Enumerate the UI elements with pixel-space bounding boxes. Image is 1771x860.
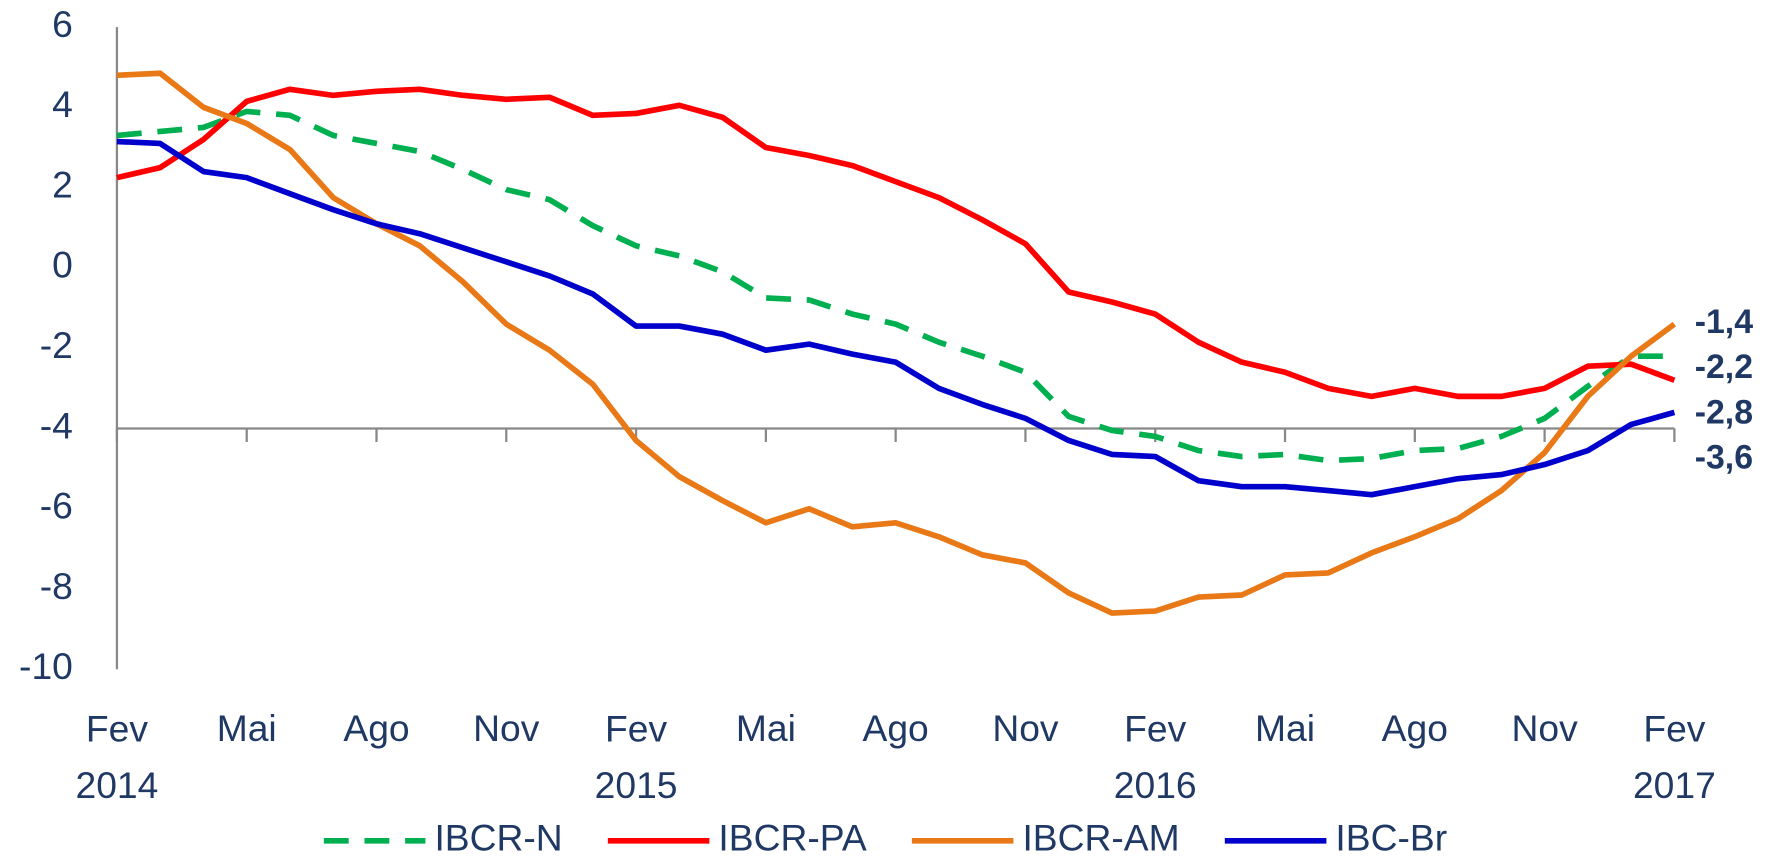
end-label: -3,6: [1695, 438, 1753, 476]
y-tick-label: -6: [40, 485, 73, 527]
legend-label: IBCR-N: [434, 817, 562, 859]
x-tick-label: Fev 2017: [1633, 707, 1716, 805]
x-tick-label: Fev 2016: [1114, 707, 1197, 805]
y-tick-label: 6: [52, 3, 73, 45]
legend-label: IBCR-AM: [1022, 817, 1179, 859]
y-tick-label: -8: [40, 565, 73, 607]
series-line: [116, 86, 1676, 400]
x-tick-label: Fev 2014: [75, 707, 158, 805]
legend-label: IBC-Br: [1335, 817, 1447, 859]
series-line: [116, 70, 1677, 616]
x-tick-label: Mai: [736, 707, 796, 749]
x-tick-label: Ago: [343, 707, 409, 749]
x-tick-label: Mai: [1255, 707, 1315, 749]
x-tick-label: Ago: [1382, 707, 1448, 749]
y-tick-label: -4: [40, 404, 73, 446]
y-tick-label: -2: [40, 324, 73, 366]
x-tick-label: Nov: [473, 707, 540, 749]
series-line: [116, 138, 1676, 498]
y-tick-label: 2: [52, 163, 73, 205]
x-tick-label: Nov: [1511, 707, 1578, 749]
x-tick-label: Mai: [217, 707, 277, 749]
legend-label: IBCR-PA: [718, 817, 866, 859]
y-tick-label: 0: [52, 244, 73, 286]
end-label: -1,4: [1695, 303, 1753, 341]
x-tick-label: Fev 2015: [595, 707, 678, 805]
y-tick-label: 4: [52, 83, 73, 125]
x-tick-label: Ago: [863, 707, 929, 749]
x-tick-label: Nov: [992, 707, 1059, 749]
y-tick-label: -10: [19, 645, 73, 687]
end-label: -2,2: [1695, 348, 1753, 386]
series-line: [116, 108, 1675, 464]
end-label: -2,8: [1695, 393, 1753, 431]
